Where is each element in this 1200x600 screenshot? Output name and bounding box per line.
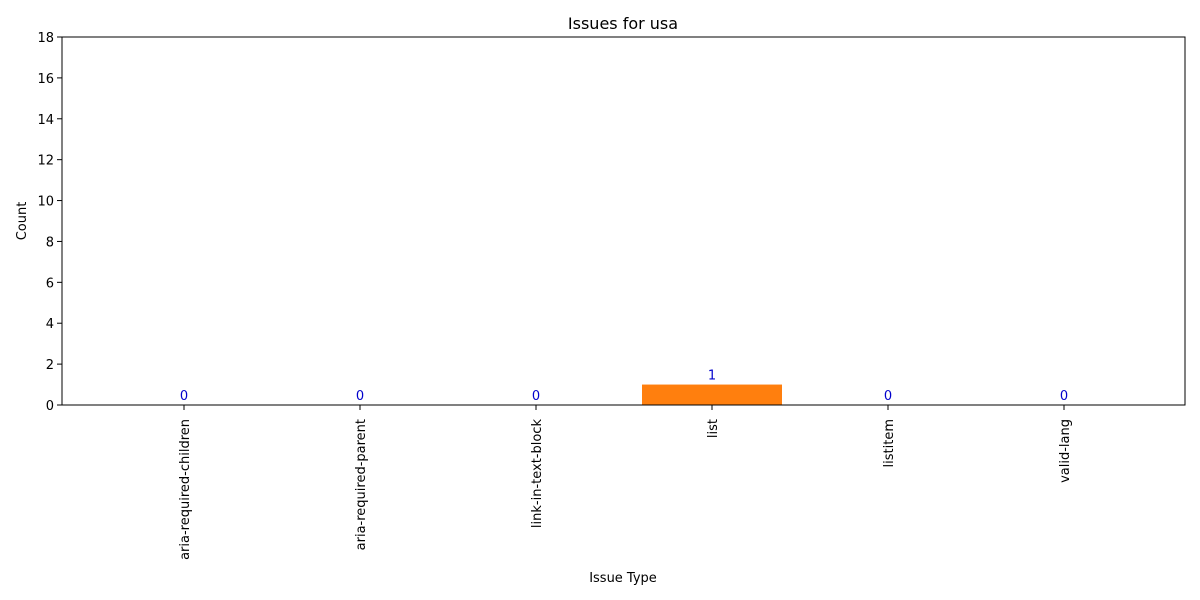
bar-value-label: 0 <box>884 389 892 404</box>
y-tick-label: 12 <box>37 154 54 169</box>
value-labels-group: 0 0 0 1 0 0 <box>180 369 1068 404</box>
x-axis-label: Issue Type <box>589 571 657 586</box>
x-axis-ticks: aria-required-children aria-required-pare… <box>178 405 1073 560</box>
bar-value-label: 0 <box>1060 389 1068 404</box>
y-tick-label: 16 <box>37 72 54 87</box>
bar-value-label: 0 <box>356 389 364 404</box>
x-tick-label: listitem <box>882 419 897 467</box>
bar-value-label: 1 <box>708 369 716 384</box>
y-tick-label: 2 <box>46 358 54 373</box>
bar-value-label: 0 <box>532 389 540 404</box>
bar-value-label: 0 <box>180 389 188 404</box>
y-tick-label: 6 <box>46 276 54 291</box>
x-tick-label: aria-required-parent <box>354 419 369 550</box>
bars-group <box>642 384 782 405</box>
y-tick-label: 4 <box>46 317 54 332</box>
x-tick-label: link-in-text-block <box>530 419 545 529</box>
y-axis-ticks: 0 2 4 6 8 10 12 14 16 18 <box>37 31 62 414</box>
bar <box>642 384 782 405</box>
y-tick-label: 18 <box>37 31 54 46</box>
y-axis-label: Count <box>15 202 30 241</box>
y-tick-label: 8 <box>46 235 54 250</box>
x-tick-label: aria-required-children <box>178 419 193 560</box>
y-tick-label: 0 <box>46 399 54 414</box>
chart-title: Issues for usa <box>568 14 678 33</box>
plot-frame <box>61 36 1186 406</box>
plot-area <box>62 37 1185 405</box>
y-tick-label: 14 <box>37 113 54 128</box>
x-tick-label: list <box>706 419 721 438</box>
x-tick-label: valid-lang <box>1058 419 1073 483</box>
y-tick-label: 10 <box>37 195 54 210</box>
